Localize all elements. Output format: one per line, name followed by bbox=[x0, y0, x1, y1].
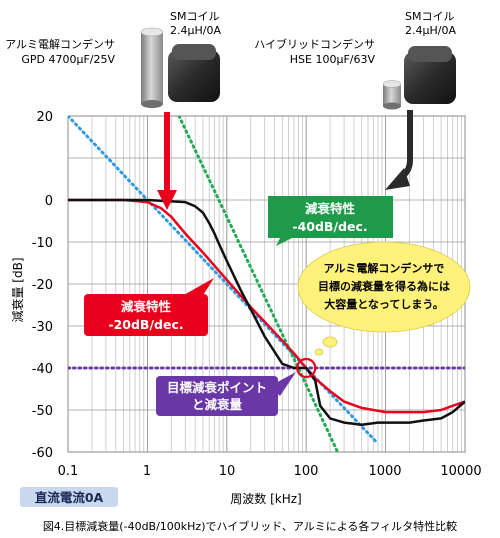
series-hybrid-filter bbox=[68, 198, 465, 426]
x-tick-label: 100 bbox=[294, 464, 319, 479]
figure-caption: 図4.目標減衰量(-40dB/100kHz)でハイブリッド、アルミによる各フィル… bbox=[43, 519, 457, 533]
right-coil-image bbox=[404, 46, 456, 104]
x-tick-label: 10 bbox=[219, 464, 236, 479]
callout-target-line2: と減衰量 bbox=[192, 397, 243, 412]
series-20db-asymptote bbox=[68, 116, 380, 446]
callout-40db-line2: -40dB/dec. bbox=[292, 219, 367, 234]
left-coil-image bbox=[168, 44, 220, 102]
red-arrow bbox=[157, 112, 177, 210]
series-40db-asymptote bbox=[177, 116, 340, 452]
callout-40db: 減衰特性 -40dB/dec. bbox=[268, 196, 393, 246]
x-tick-label: 1000 bbox=[368, 464, 401, 479]
left-coil-label-line1: SMコイル bbox=[170, 10, 219, 23]
x-tick-label: 1 bbox=[143, 464, 151, 479]
bubble-line2: 目標の減衰量を得る為には bbox=[318, 279, 450, 293]
callout-target: 目標減衰ポイント と減衰量 bbox=[156, 372, 296, 416]
y-tick-label: -40 bbox=[32, 362, 53, 377]
y-tick-label: -60 bbox=[32, 446, 53, 461]
callout-20db-line2: -20dB/dec. bbox=[108, 317, 183, 332]
left-capacitor-label-line1: アルミ電解コンデンサ bbox=[5, 37, 115, 51]
y-tick-label: -30 bbox=[32, 320, 53, 335]
right-capacitor-label-line2: HSE 100μF/63V bbox=[290, 53, 376, 66]
x-tick-label: 0.1 bbox=[58, 464, 79, 479]
target-point-marker bbox=[296, 357, 317, 379]
right-capacitor-image bbox=[382, 80, 402, 110]
bubble-line1: アルミ電解コンデンサで bbox=[324, 261, 445, 275]
y-tick-label: -50 bbox=[32, 404, 53, 419]
y-tick-label: -20 bbox=[32, 278, 53, 293]
callout-20db-line1: 減衰特性 bbox=[121, 299, 172, 314]
y-tick-label: 20 bbox=[36, 110, 53, 125]
y-tick-label: -10 bbox=[32, 236, 53, 251]
right-coil-label-line2: 2.4μH/0A bbox=[405, 24, 456, 37]
x-tick-label: 10000 bbox=[440, 464, 481, 479]
badge-label: 直流電流0A bbox=[35, 490, 104, 505]
speech-bubble: アルミ電解コンデンサで 目標の減衰量を得る為には 大容量となってしまう。 bbox=[297, 241, 471, 356]
left-coil-label-line2: 2.4μH/0A bbox=[170, 24, 221, 37]
right-capacitor-label-line1: ハイブリッドコンデンサ bbox=[254, 37, 375, 51]
series-group bbox=[68, 116, 465, 452]
x-axis-title: 周波数 [kHz] bbox=[230, 491, 301, 506]
left-capacitor-image bbox=[140, 27, 164, 108]
bubble-line3: 大容量となってしまう。 bbox=[324, 297, 443, 311]
dc-current-badge: 直流電流0A bbox=[20, 487, 118, 507]
y-tick-labels: 20 0 -10 -20 -30 -40 -50 -60 bbox=[32, 110, 53, 461]
callout-40db-line1: 減衰特性 bbox=[305, 201, 356, 216]
right-coil-label-line1: SMコイル bbox=[405, 10, 454, 23]
x-tick-labels: 0.1 1 10 100 1000 10000 bbox=[58, 464, 482, 479]
y-axis-title: 減衰量 [dB] bbox=[10, 257, 25, 322]
y-tick-label: 0 bbox=[45, 194, 53, 209]
black-arrow bbox=[385, 110, 413, 190]
callout-target-line1: 目標減衰ポイント bbox=[167, 380, 267, 395]
left-capacitor-label-line2: GPD 4700μF/25V bbox=[21, 53, 115, 66]
callout-20db: 減衰特性 -20dB/dec. bbox=[84, 278, 214, 336]
